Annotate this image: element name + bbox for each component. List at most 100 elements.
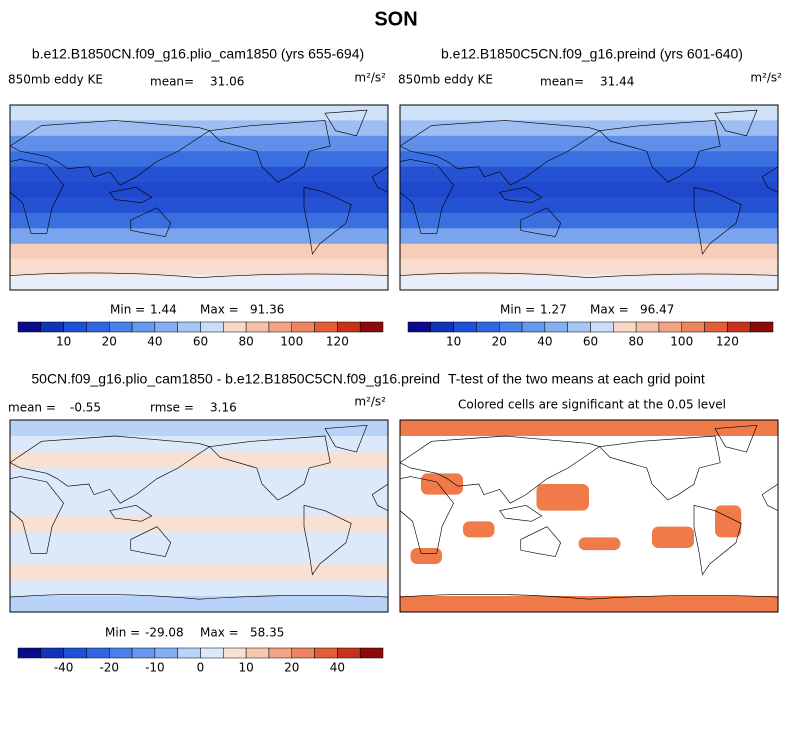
map	[399, 420, 779, 613]
panel-title: 50CN.f09_g16.plio_cam1850 - b.e12.B1850C…	[31, 371, 440, 387]
map-fill	[400, 436, 778, 453]
colorbar-label: 40	[330, 661, 345, 675]
min-value: 1.44	[150, 303, 177, 317]
colorbar-swatch	[453, 321, 477, 333]
colorbar-label: -20	[99, 661, 119, 675]
colorbar-label: 20	[492, 335, 507, 349]
colorbar-label: 20	[102, 335, 117, 349]
colorbar-swatch	[17, 647, 42, 659]
colorbar-swatch	[109, 647, 133, 659]
significant-cells	[715, 505, 742, 538]
colorbar-swatch	[521, 321, 546, 333]
colorbar-label: 40	[147, 335, 162, 349]
map-fill	[10, 484, 388, 501]
panel-subtitle: Colored cells are significant at the 0.0…	[458, 398, 726, 412]
map-fill	[10, 274, 388, 291]
colorbar-swatch	[40, 647, 64, 659]
map	[9, 420, 389, 613]
colorbar-swatch	[268, 647, 292, 659]
significant-cells	[421, 473, 463, 495]
map-fill	[400, 135, 778, 152]
map-fill	[10, 596, 388, 613]
colorbar-label: -10	[145, 661, 165, 675]
map-fill	[10, 580, 388, 597]
colorbar-swatch	[476, 321, 500, 333]
colorbar-swatch	[109, 321, 133, 333]
colorbar-label: 10	[238, 661, 253, 675]
colorbar-swatch	[154, 647, 178, 659]
map-frame	[9, 419, 389, 613]
colorbar-label: 60	[583, 335, 598, 349]
colorbar-swatch	[131, 647, 156, 659]
map-fill	[400, 500, 778, 517]
colorbar-swatch	[291, 321, 315, 333]
map-fill	[10, 452, 388, 469]
units: m²/s²	[750, 71, 782, 85]
map-fill	[400, 228, 778, 245]
significant-cells	[578, 537, 621, 551]
map-fill	[400, 197, 778, 214]
colorbar-label: 120	[326, 335, 349, 349]
colorbar-swatch	[154, 321, 178, 333]
colorbar-label: 60	[193, 335, 208, 349]
min-value: -29.08	[145, 626, 184, 640]
map-fill	[10, 564, 388, 581]
colorbar-swatch	[268, 321, 292, 333]
colorbar-label: 0	[197, 661, 205, 675]
mean-value: 31.06	[210, 75, 244, 89]
colorbar-swatch	[727, 321, 751, 333]
colorbar-swatch	[430, 321, 454, 333]
field-label: 850mb eddy KE	[398, 73, 493, 87]
colorbar-swatch	[223, 647, 247, 659]
colorbar-swatch	[314, 647, 338, 659]
panel-title: T-test of the two means at each grid poi…	[448, 371, 705, 387]
map-fill	[10, 212, 388, 229]
colorbar-label: 80	[238, 335, 253, 349]
min-label: Min =	[105, 626, 140, 640]
colorbar-swatch	[635, 321, 660, 333]
colorbar-swatch	[131, 321, 156, 333]
map-fill	[10, 182, 388, 199]
colorbar-swatch	[337, 321, 361, 333]
colorbar-label: 80	[628, 335, 643, 349]
colorbar-swatch	[200, 321, 224, 333]
colorbar-swatch	[177, 647, 201, 659]
significant-cells	[536, 484, 589, 511]
field-label: 850mb eddy KE	[8, 73, 103, 87]
map-fill	[10, 151, 388, 168]
colorbar-swatch	[658, 321, 682, 333]
map-fill	[10, 259, 388, 276]
map	[9, 105, 389, 291]
colorbar-swatch	[291, 647, 315, 659]
map-fill	[400, 166, 778, 183]
map-fill	[400, 105, 778, 121]
colorbar-swatch	[63, 647, 87, 659]
map-fill	[10, 243, 388, 260]
colorbar-label: 20	[284, 661, 299, 675]
panel-title: b.e12.B1850C5CN.f09_g16.preind (yrs 601-…	[441, 46, 743, 62]
map-fill	[400, 548, 778, 565]
rmse-value: 3.16	[210, 401, 237, 415]
map-fill	[400, 274, 778, 291]
map-fill	[10, 548, 388, 565]
colorbar-swatch	[544, 321, 568, 333]
map-fill	[10, 436, 388, 453]
colorbar-swatch	[40, 321, 64, 333]
colorbar-swatch	[177, 321, 201, 333]
mean-label: mean =	[8, 401, 56, 415]
colorbar-swatch	[681, 321, 705, 333]
colorbar-label: -40	[54, 661, 74, 675]
map-fill	[10, 120, 388, 137]
map-fill	[400, 580, 778, 597]
max-label: Max =	[590, 303, 629, 317]
significant-cells	[410, 548, 442, 564]
colorbar-swatch	[200, 647, 224, 659]
colorbar-swatch	[407, 321, 432, 333]
units: m²/s²	[354, 71, 386, 85]
colorbar-swatch	[567, 321, 591, 333]
panel-title: b.e12.B1850CN.f09_g16.plio_cam1850 (yrs …	[32, 46, 364, 62]
max-label: Max =	[200, 626, 239, 640]
colorbar-label: 100	[280, 335, 303, 349]
map-fill	[10, 197, 388, 214]
